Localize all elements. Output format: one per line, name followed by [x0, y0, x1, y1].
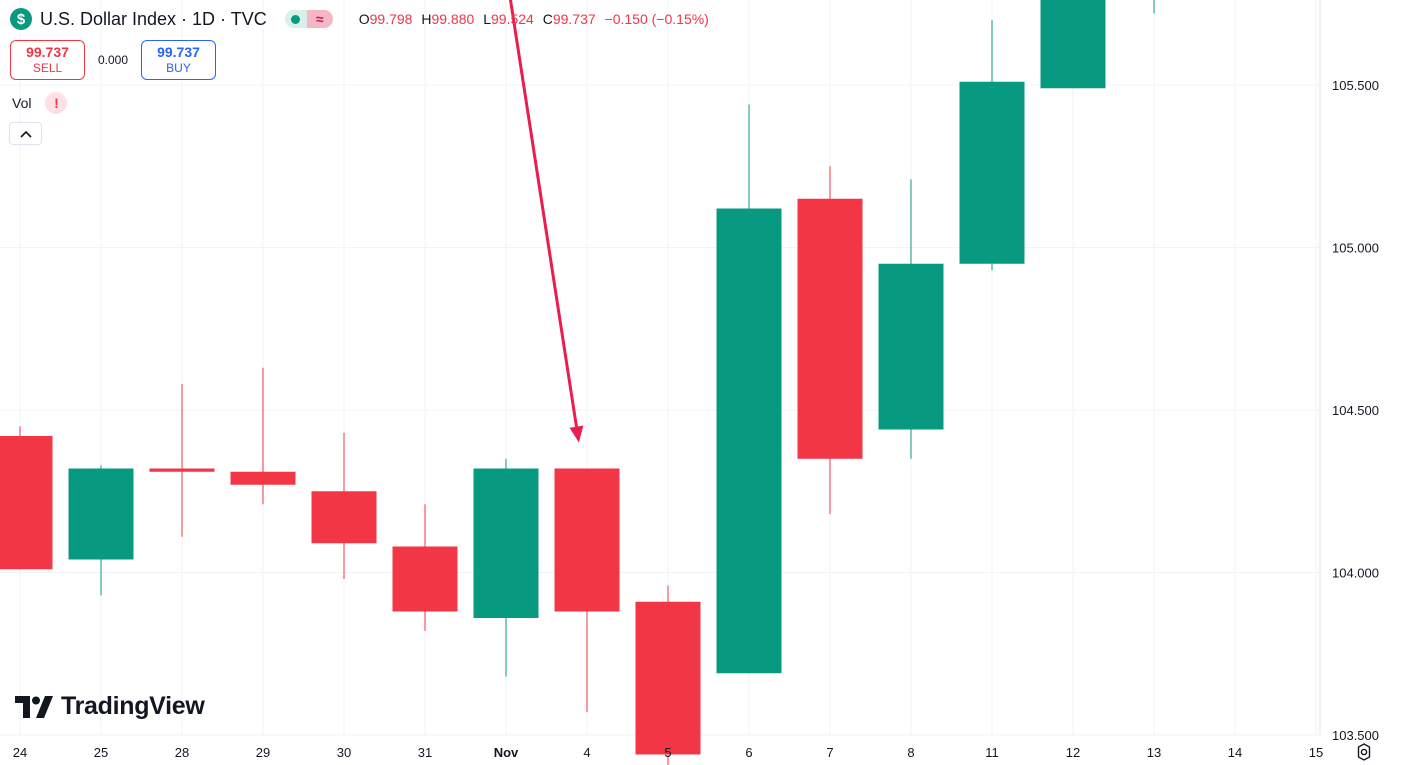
price-axis: 103.500104.000104.500105.000105.500106.0…: [1332, 78, 1379, 743]
candlestick-series: [0, 0, 1155, 765]
ohlc-values: O99.798 H99.880 L99.524 C99.737 −0.150 (…: [359, 11, 714, 27]
candle-body: [716, 208, 782, 674]
price-tick-label: 104.000: [1332, 566, 1379, 581]
time-tick-label: 30: [337, 745, 351, 760]
time-tick-label: 6: [745, 745, 752, 760]
candle-30: [311, 432, 377, 579]
close-label: C: [542, 11, 553, 27]
candle-body: [554, 468, 620, 612]
time-tick-label: 25: [94, 745, 108, 760]
time-tick-label: 11: [985, 745, 999, 760]
candle-body: [635, 601, 701, 755]
tradingview-wordmark: TradingView: [61, 692, 205, 720]
change-value: −0.150 (−0.15%): [604, 11, 709, 27]
candle-body: [473, 468, 539, 618]
arrow-shaft: [508, 0, 578, 429]
candle-25: [68, 465, 134, 596]
market-status[interactable]: ≈: [284, 10, 333, 28]
collapse-legend-button[interactable]: [9, 122, 42, 145]
volume-label: Vol: [12, 95, 32, 111]
candle-4: [554, 468, 620, 713]
time-tick-label: 4: [583, 745, 590, 760]
time-tick-label: 15: [1309, 745, 1323, 760]
sell-price: 99.737: [26, 44, 69, 60]
candle-body: [230, 471, 296, 485]
time-tick-label: 8: [907, 745, 914, 760]
time-axis: 24 25 28 29 30 31 Nov 4 5 6 7 8 11 12 13 14 15: [13, 745, 1323, 760]
price-tick-label: 105.000: [1332, 241, 1379, 256]
sell-button[interactable]: 99.737 SELL: [10, 40, 85, 80]
tradingview-logo[interactable]: TradingView: [15, 692, 205, 721]
open-value: 99.798: [369, 11, 413, 27]
high-label: H: [421, 11, 432, 27]
high-value: 99.880: [431, 11, 475, 27]
candle-12: [1040, 0, 1106, 89]
candle-5: [635, 585, 701, 765]
low-value: 99.524: [490, 11, 534, 27]
candle-body: [311, 491, 377, 544]
delayed-data-wave-icon[interactable]: ≈: [306, 10, 333, 28]
candle-29: [230, 367, 296, 505]
candle-7: [797, 166, 863, 514]
time-tick-label: 13: [1147, 745, 1161, 760]
candle-13: [1153, 0, 1155, 14]
buy-price: 99.737: [157, 44, 200, 60]
price-tick-label: 104.500: [1332, 403, 1379, 418]
sell-label: SELL: [32, 61, 63, 75]
candle-8: [878, 179, 944, 459]
candle-body: [1040, 0, 1106, 89]
time-tick-label: Nov: [494, 745, 519, 760]
chart-legend-header: $ U.S. Dollar Index · 1D · TVC ≈ O99.798…: [10, 8, 714, 30]
low-label: L: [483, 11, 491, 27]
candle-Nov: [473, 458, 539, 677]
symbol-title[interactable]: U.S. Dollar Index · 1D · TVC: [40, 8, 267, 29]
time-tick-label: 31: [418, 745, 432, 760]
candle-body: [878, 263, 944, 430]
price-tick-label: 103.500: [1332, 728, 1379, 743]
time-tick-label: 29: [256, 745, 270, 760]
gear-icon[interactable]: [1354, 742, 1374, 762]
candle-body: [68, 468, 134, 560]
annotation-layer: [508, 0, 584, 443]
tradingview-logo-icon: [15, 695, 53, 718]
candle-body: [959, 81, 1025, 264]
time-tick-label: 24: [13, 745, 27, 760]
time-tick-label: 14: [1228, 745, 1242, 760]
warning-icon[interactable]: !: [45, 92, 68, 114]
candle-28: [149, 384, 215, 537]
dollar-icon[interactable]: $: [10, 8, 32, 30]
buy-button[interactable]: 99.737 BUY: [141, 40, 216, 80]
candle-31: [392, 504, 458, 631]
candle-24: [0, 426, 53, 570]
time-tick-label: 12: [1066, 745, 1080, 760]
market-open-dot-icon[interactable]: [284, 10, 307, 28]
candle-body: [0, 436, 53, 570]
buy-label: BUY: [166, 61, 191, 75]
volume-indicator[interactable]: Vol !: [12, 92, 68, 114]
trade-buttons: 99.737 SELL 0.000 99.737 BUY: [10, 40, 216, 80]
candle-6: [716, 104, 782, 674]
spread-value: 0.000: [97, 53, 129, 67]
close-value: 99.737: [552, 11, 596, 27]
time-tick-label: 7: [826, 745, 833, 760]
arrow-head: [569, 425, 584, 443]
candle-body: [797, 198, 863, 459]
open-label: O: [358, 11, 370, 27]
candle-body: [149, 468, 215, 472]
chevron-up-icon: [19, 130, 32, 138]
candle-11: [959, 20, 1025, 271]
time-tick-label: 28: [175, 745, 189, 760]
candle-body: [392, 546, 458, 612]
price-tick-label: 105.500: [1332, 78, 1379, 93]
time-tick-label: 5: [664, 745, 671, 760]
